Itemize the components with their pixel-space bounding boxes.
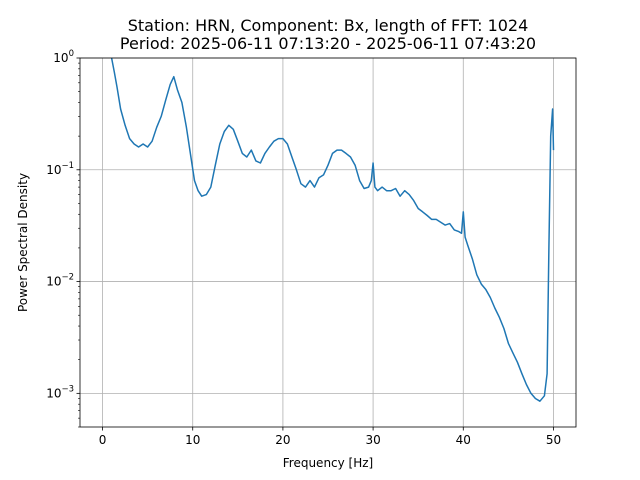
y-tick-label: 10−2 bbox=[46, 273, 74, 289]
x-tick-label: 40 bbox=[456, 433, 471, 447]
x-tick-label: 10 bbox=[185, 433, 200, 447]
x-tick-label: 20 bbox=[275, 433, 290, 447]
y-tick-label: 10−1 bbox=[46, 161, 74, 177]
x-tick-label: 0 bbox=[99, 433, 107, 447]
chart-title-line2: Period: 2025-06-11 07:13:20 - 2025-06-11… bbox=[120, 34, 536, 53]
chart-title-line1: Station: HRN, Component: Bx, length of F… bbox=[128, 16, 529, 35]
y-tick-label: 10−3 bbox=[46, 384, 74, 400]
x-tick-label: 30 bbox=[365, 433, 380, 447]
plot-frame bbox=[79, 57, 577, 428]
axis-ticks: 0 10 20 30 40 50 10−3 10−2 10−1 100 bbox=[46, 49, 561, 447]
x-tick-label: 50 bbox=[546, 433, 561, 447]
psd-series-line bbox=[110, 57, 555, 402]
series-layer bbox=[110, 57, 555, 402]
y-tick-label: 100 bbox=[53, 49, 74, 65]
y-axis-label: Power Spectral Density bbox=[16, 173, 30, 312]
x-axis-label: Frequency [Hz] bbox=[283, 456, 374, 470]
